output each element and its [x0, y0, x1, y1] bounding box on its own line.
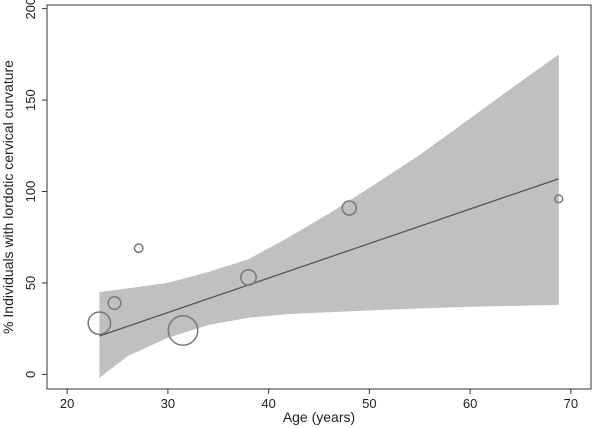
data-point — [107, 296, 122, 311]
data-point — [240, 269, 257, 286]
y-tick-label: 100 — [23, 181, 38, 203]
data-point — [554, 194, 564, 204]
data-point — [133, 243, 144, 254]
data-point — [167, 315, 199, 346]
fit-line — [99, 178, 559, 337]
plot-frame — [46, 4, 592, 390]
x-tick-label: 50 — [362, 396, 376, 411]
y-tick-label: 150 — [23, 89, 38, 111]
data-points-layer — [87, 194, 564, 346]
fit-line-layer — [99, 178, 559, 337]
x-tick-label: 30 — [161, 396, 175, 411]
y-tick-label: 200 — [23, 0, 38, 20]
x-axis-title: Age (years) — [283, 409, 355, 425]
x-tick-label: 70 — [564, 396, 578, 411]
y-axis-title: % Individuals with lordotic cervical cur… — [0, 60, 16, 334]
x-tick-label: 40 — [261, 396, 275, 411]
y-tick-label: 50 — [23, 276, 38, 290]
y-tick-label: 0 — [23, 371, 38, 378]
data-point — [341, 200, 357, 216]
x-tick-label: 60 — [463, 396, 477, 411]
axis-ticks-layer: 20 30 40 50 60 70 0 50 100 150 200 — [23, 0, 578, 411]
data-point — [87, 311, 112, 336]
x-tick-label: 20 — [60, 396, 74, 411]
